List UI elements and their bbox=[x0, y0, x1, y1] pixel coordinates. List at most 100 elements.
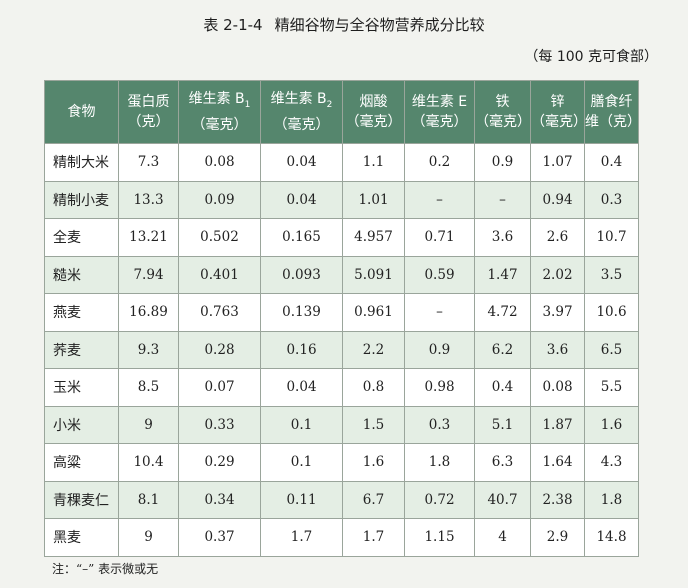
value-cell: 0.4 bbox=[584, 143, 639, 182]
food-name-cell: 高粱 bbox=[44, 443, 119, 482]
value-cell: 1.5 bbox=[342, 405, 405, 444]
value-cell: 2.9 bbox=[530, 518, 585, 557]
food-name-cell: 精制小麦 bbox=[44, 180, 119, 219]
value-cell: 1.87 bbox=[530, 405, 585, 444]
column-header-unit: 维（克） bbox=[585, 114, 641, 130]
value-cell: 1.1 bbox=[342, 143, 405, 182]
column-header: 维生素 E （毫克） bbox=[404, 80, 475, 144]
column-header-label: 维生素 B2 bbox=[270, 91, 333, 110]
value-cell: 0.98 bbox=[404, 368, 475, 407]
food-name-cell: 小米 bbox=[44, 405, 119, 444]
value-cell: 16.89 bbox=[118, 293, 179, 332]
value-cell: 0.502 bbox=[178, 218, 261, 257]
value-cell: 0.04 bbox=[260, 180, 343, 219]
table-row: 小米 9 0.33 0.1 1.5 0.3 5.1 1.87 1.6 bbox=[44, 405, 639, 444]
table-row: 高粱 10.4 0.29 0.1 1.6 1.8 6.3 1.64 4.3 bbox=[44, 443, 639, 482]
value-cell: 0.71 bbox=[404, 218, 475, 257]
value-cell: 0.4 bbox=[474, 368, 531, 407]
value-cell: 0.8 bbox=[342, 368, 405, 407]
table-row: 玉米 8.5 0.07 0.04 0.8 0.98 0.4 0.08 5.5 bbox=[44, 368, 639, 407]
value-cell: 2.6 bbox=[530, 218, 585, 257]
food-name-cell: 玉米 bbox=[44, 368, 119, 407]
value-cell: 1.6 bbox=[342, 443, 405, 482]
value-cell: 0.139 bbox=[260, 293, 343, 332]
value-cell: 10.4 bbox=[118, 443, 179, 482]
value-cell: 3.5 bbox=[584, 255, 639, 294]
column-header-label: 维生素 E bbox=[411, 94, 468, 110]
value-cell: 0.59 bbox=[404, 255, 475, 294]
table-row: 青稞麦仁 8.1 0.34 0.11 6.7 0.72 40.7 2.38 1.8 bbox=[44, 480, 639, 519]
value-cell: 6.3 bbox=[474, 443, 531, 482]
value-cell: 0.09 bbox=[178, 180, 261, 219]
food-name-cell: 全麦 bbox=[44, 218, 119, 257]
food-name-cell: 精制大米 bbox=[44, 143, 119, 182]
column-header-subscript: 2 bbox=[326, 99, 333, 110]
value-cell: 0.94 bbox=[530, 180, 585, 219]
value-cell: – bbox=[404, 180, 475, 219]
column-header-unit: （毫克） bbox=[345, 114, 402, 130]
value-cell: 1.8 bbox=[584, 480, 639, 519]
column-header-unit: （毫克） bbox=[273, 116, 330, 133]
unit-note: （每 100 克可食部） bbox=[524, 49, 658, 65]
value-cell: 8.1 bbox=[118, 480, 179, 519]
value-cell: 0.763 bbox=[178, 293, 261, 332]
value-cell: 4.957 bbox=[342, 218, 405, 257]
value-cell: 3.6 bbox=[530, 330, 585, 369]
value-cell: 9.3 bbox=[118, 330, 179, 369]
value-cell: – bbox=[404, 293, 475, 332]
value-cell: 9 bbox=[118, 518, 179, 557]
column-header-label: 烟酸 bbox=[359, 94, 388, 110]
column-header-subscript: 1 bbox=[244, 99, 251, 110]
food-name-cell: 青稞麦仁 bbox=[44, 480, 119, 519]
value-cell: 0.165 bbox=[260, 218, 343, 257]
table-row: 精制小麦 13.3 0.09 0.04 1.01– –0.94 0.3 bbox=[44, 180, 639, 219]
value-cell: 0.401 bbox=[178, 255, 261, 294]
table-title: 精细谷物与全谷物营养成分比较 bbox=[274, 16, 485, 34]
table-row: 黑麦 9 0.37 1.7 1.7 1.15 4 2.9 14.8 bbox=[44, 518, 639, 557]
value-cell: 0.29 bbox=[178, 443, 261, 482]
value-cell: – bbox=[474, 180, 531, 219]
food-name-cell: 燕麦 bbox=[44, 293, 119, 332]
table-caption: 表 2-1-4 精细谷物与全谷物营养成分比较 bbox=[0, 14, 688, 35]
value-cell: 1.8 bbox=[404, 443, 475, 482]
value-cell: 0.16 bbox=[260, 330, 343, 369]
value-cell: 0.9 bbox=[474, 143, 531, 182]
value-cell: 14.8 bbox=[584, 518, 639, 557]
column-header-unit: （克） bbox=[127, 114, 170, 130]
value-cell: 5.1 bbox=[474, 405, 531, 444]
value-cell: 1.15 bbox=[404, 518, 475, 557]
footnote: 注：“–” 表示微或无 bbox=[52, 562, 159, 576]
value-cell: 0.11 bbox=[260, 480, 343, 519]
table-body: 精制大米 7.3 0.08 0.04 1.1 0.2 0.9 1.07 0.4 精制小麦 13.3 0… bbox=[44, 143, 639, 557]
column-header-label: 膳食纤 bbox=[590, 94, 633, 110]
table-row: 糙米 7.94 0.401 0.093 5.091 0.59 1.47 2.02 3.5 bbox=[44, 255, 639, 294]
value-cell: 6.5 bbox=[584, 330, 639, 369]
value-cell: 0.9 bbox=[404, 330, 475, 369]
value-cell: 6.2 bbox=[474, 330, 531, 369]
value-cell: 10.6 bbox=[584, 293, 639, 332]
column-header: 维生素 B2 （毫克） bbox=[260, 80, 343, 144]
value-cell: 0.3 bbox=[404, 405, 475, 444]
table-header: 食物 蛋白质 （克） 维生素 B1 （毫克） 维生素 B2 （毫克） 烟酸 （毫克） 维生素 E （… bbox=[44, 80, 641, 144]
table-row: 燕麦 16.89 0.763 0.139 0.961–4.72 3.97 10.6 bbox=[44, 293, 639, 332]
value-cell: 5.091 bbox=[342, 255, 405, 294]
column-header-unit: （毫克） bbox=[191, 116, 248, 133]
column-header: 蛋白质 （克） bbox=[118, 80, 179, 144]
column-header-label: 食物 bbox=[67, 104, 96, 120]
value-cell: 4.3 bbox=[584, 443, 639, 482]
value-cell: 0.04 bbox=[260, 143, 343, 182]
header-row: 食物 蛋白质 （克） 维生素 B1 （毫克） 维生素 B2 （毫克） 烟酸 （毫克） 维生素 E （… bbox=[44, 80, 641, 144]
value-cell: 3.97 bbox=[530, 293, 585, 332]
table-row: 精制大米 7.3 0.08 0.04 1.1 0.2 0.9 1.07 0.4 bbox=[44, 143, 639, 182]
value-cell: 1.7 bbox=[260, 518, 343, 557]
table-number: 表 2-1-4 bbox=[203, 16, 263, 34]
column-header-label: 锌 bbox=[550, 94, 565, 110]
column-header-label: 蛋白质 bbox=[127, 94, 170, 110]
column-header-label: 铁 bbox=[495, 94, 510, 110]
column-header: 铁 （毫克） bbox=[474, 80, 531, 144]
food-name-cell: 糙米 bbox=[44, 255, 119, 294]
column-header: 维生素 B1 （毫克） bbox=[178, 80, 261, 144]
value-cell: 0.2 bbox=[404, 143, 475, 182]
column-header-unit: （毫克） bbox=[531, 114, 587, 130]
value-cell: 1.6 bbox=[584, 405, 639, 444]
